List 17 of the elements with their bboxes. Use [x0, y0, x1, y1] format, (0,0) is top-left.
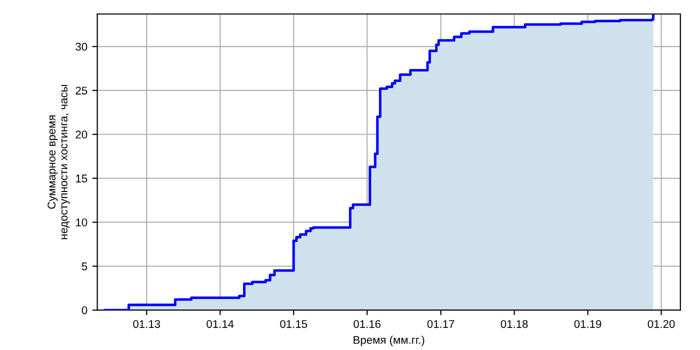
- x-tick-label: 01.19: [574, 320, 602, 328]
- y-axis-title: Суммарное время недоступности хостинга, часы: [48, 85, 70, 240]
- x-tick-label: 01.15: [280, 320, 308, 328]
- y-tick-label: 0: [82, 306, 88, 314]
- x-tick-label: 01.17: [427, 320, 454, 328]
- x-tick-label: 01.16: [354, 320, 381, 328]
- y-tick-label: 5: [82, 262, 88, 270]
- x-tick-label: 01.18: [500, 320, 528, 328]
- x-tick-label: 01.14: [206, 320, 234, 328]
- y-tick-label: 10: [76, 218, 88, 226]
- x-tick-label: 01.20: [648, 320, 675, 328]
- x-axis-title: Время (мм.гг.): [354, 336, 424, 346]
- y-tick-label: 30: [76, 42, 88, 51]
- y-tick-label: 25: [76, 86, 88, 95]
- y-tick-label: 15: [76, 174, 88, 182]
- y-tick-label: 20: [76, 130, 88, 139]
- x-tick-label: 01.13: [133, 320, 160, 328]
